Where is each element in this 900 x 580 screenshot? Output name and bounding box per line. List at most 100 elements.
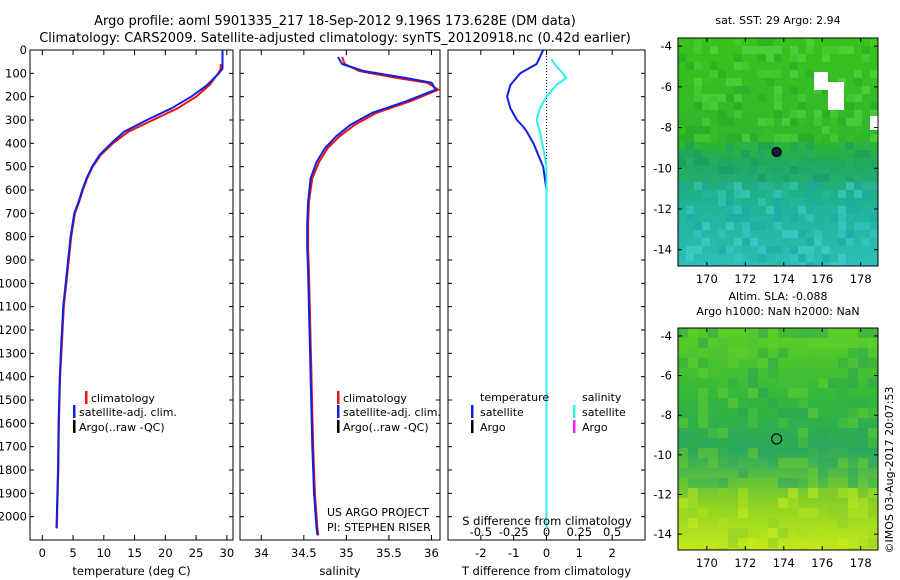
legend-swatch-sal-satellite	[573, 405, 576, 418]
map-x-tick-label: 172	[734, 556, 756, 570]
difference-panel: -2 -1 0 1 2 T difference from climatology -0.5…	[447, 49, 646, 578]
figure-title-line1: Argo profile: aoml 5901335_217 18-Sep-20…	[94, 14, 576, 29]
s-tick-label: -0.25	[499, 525, 529, 539]
y-tick-label: 600	[5, 183, 27, 197]
legend-label-argo: Argo(..raw -QC)	[79, 421, 165, 434]
y-tick-label: 1600	[0, 416, 27, 430]
map-x-tick-label: 178	[850, 556, 872, 570]
s-tick-label: 0.5	[603, 525, 621, 539]
legend-title-temperature: temperature	[480, 391, 549, 404]
y-tick-label: 1100	[0, 300, 27, 314]
y-tick-label: 1300	[0, 346, 27, 360]
y-tick-label: 1700	[0, 440, 27, 454]
x-tick-label: 5	[69, 546, 76, 560]
legend-swatch-argo-2	[337, 420, 340, 433]
pi-note: PI: STEPHEN RISER	[327, 521, 431, 534]
map-x-tick-label: 172	[734, 272, 756, 286]
map-y-tick-label: -14	[653, 527, 672, 541]
map-y-tick-label: -10	[653, 448, 672, 462]
sla-map: Altim. SLA: -0.088 Argo h1000: NaN h2000…	[653, 290, 879, 570]
sla-map-field	[678, 328, 878, 550]
x-axis-label: salinity	[319, 564, 360, 578]
y-tick-label: 700	[5, 206, 27, 220]
x-tick-label: 20	[158, 546, 173, 560]
s-difference-axis-label: S difference from climatology	[462, 514, 632, 528]
s-tick-label: 0	[543, 525, 550, 539]
map-x-tick-label: 176	[811, 556, 833, 570]
y-tick-label: 900	[5, 253, 27, 267]
x-tick-label: -1	[508, 546, 519, 560]
legend-title-salinity: salinity	[582, 391, 622, 404]
map-y-tick-label: -12	[653, 202, 672, 216]
y-tick-label: 1000	[0, 276, 27, 290]
x-tick-label: -2	[475, 546, 486, 560]
legend-label-satellite: satellite-adj. clim.	[79, 406, 177, 419]
x-tick-label: 1	[576, 546, 583, 560]
legend-swatch-climatology	[85, 391, 88, 404]
sst-map-field	[678, 38, 878, 266]
difference-legend: temperature satellite Argo salinity sate…	[471, 391, 626, 434]
sla-map-title-line2: Argo h1000: NaN h2000: NaN	[696, 305, 859, 318]
y-tick-label: 1500	[0, 393, 27, 407]
x-tick-label: 30	[220, 546, 235, 560]
salinity-panel: 34 34.5 35 35.5 36 salinity	[239, 49, 441, 578]
map-y-tick-label: -6	[661, 80, 672, 94]
x-tick-label: 36	[424, 546, 439, 560]
y-tick-label: 800	[5, 230, 27, 244]
sla-map-title-line1: Altim. SLA: -0.088	[728, 290, 827, 303]
sla-map-frame	[677, 327, 879, 551]
map-x-tick-label: 170	[696, 556, 718, 570]
map-y-tick-label: -6	[661, 369, 672, 383]
legend-label-sal-argo: Argo	[582, 421, 608, 434]
argo-location-marker-2	[771, 433, 783, 445]
map-y-tick-label: -8	[661, 408, 672, 422]
sst-map-title: sat. SST: 29 Argo: 2.94	[715, 14, 840, 27]
sst-map: sat. SST: 29 Argo: 2.94 170 172 174 176 178 -…	[653, 14, 879, 286]
temperature-legend: climatology satellite-adj. clim. Argo(..…	[73, 391, 177, 434]
y-tick-label: 1400	[0, 370, 27, 384]
map-y-tick-label: -12	[653, 488, 672, 502]
imos-credit: ©IMOS 03-Aug-2017 20:07:53	[883, 387, 896, 554]
legend-label-climatology-2: climatology	[343, 392, 407, 405]
plot-frame	[239, 49, 441, 541]
y-tick-label: 300	[5, 113, 27, 127]
series-line-satellite-adj-clim-	[306, 56, 437, 536]
y-tick-label: 1800	[0, 463, 27, 477]
map-y-tick-label: -8	[661, 121, 672, 135]
series-line-satellite-adj-clim-	[55, 50, 224, 529]
y-tick-label: 400	[5, 136, 27, 150]
y-tick-label: 200	[5, 90, 27, 104]
legend-label-satellite-2: satellite-adj. clim.	[343, 406, 441, 419]
y-tick-label: 0	[20, 43, 27, 57]
y-tick-label: 2000	[0, 510, 27, 524]
salinity-legend: climatology satellite-adj. clim. Argo(..…	[337, 391, 441, 434]
x-tick-label: 0	[543, 546, 550, 560]
s-tick-label: 0.25	[567, 525, 593, 539]
legend-swatch-sal-argo	[573, 420, 576, 433]
legend-label-temp-satellite: satellite	[480, 406, 524, 419]
map-x-tick-label: 176	[811, 272, 833, 286]
x-tick-label: 34.5	[291, 546, 317, 560]
map-y-tick-label: -4	[661, 329, 672, 343]
map-y-tick-label: -14	[653, 243, 672, 257]
legend-swatch-argo	[73, 420, 76, 433]
y-tick-label: 1200	[0, 323, 27, 337]
map-y-tick-label: -10	[653, 161, 672, 175]
argo-location-marker	[771, 146, 782, 158]
map-y-tick-label: -4	[661, 39, 672, 53]
y-tick-label: 1900	[0, 486, 27, 500]
x-tick-label: 34	[254, 546, 269, 560]
x-axis-label: T difference from climatology	[461, 564, 632, 578]
map-x-tick-label: 174	[773, 272, 795, 286]
x-tick-label: 10	[96, 546, 111, 560]
map-x-tick-label: 170	[696, 272, 718, 286]
legend-swatch-temp-satellite	[471, 405, 474, 418]
legend-swatch-satellite	[73, 405, 76, 418]
legend-label-temp-argo: Argo	[480, 421, 506, 434]
x-tick-label: 15	[127, 546, 142, 560]
legend-label-climatology: climatology	[91, 392, 155, 405]
map-x-tick-label: 174	[773, 556, 795, 570]
x-tick-label: 35	[339, 546, 354, 560]
x-tick-label: 2	[609, 546, 616, 560]
